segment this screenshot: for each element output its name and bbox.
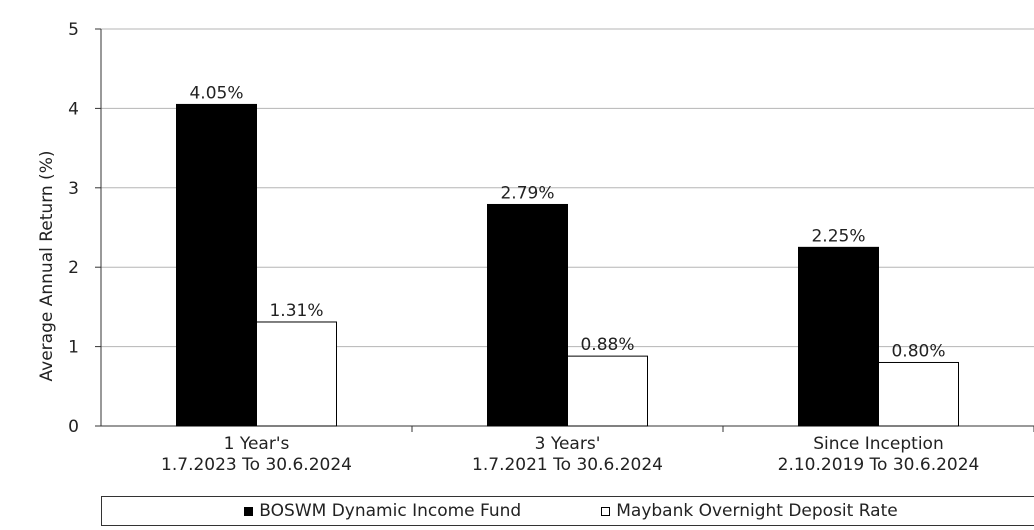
y-tick-label: 4 [68, 99, 79, 119]
x-tick-label: 1 Year's [224, 434, 290, 454]
bar [567, 355, 648, 427]
data-label: 0.80% [891, 341, 945, 361]
x-axis: 1 Year's1.7.2023 To 30.6.2024 3 Years'1.7… [161, 426, 1034, 475]
y-tick-label: 5 [68, 20, 79, 40]
legend-item-fund: BOSWM Dynamic Income Fund [244, 501, 521, 521]
y-axis-title: Average Annual Return (%) [37, 151, 57, 382]
legend-swatch-fund [244, 506, 254, 516]
bar [878, 361, 959, 427]
bar-chart: 0 1 2 3 4 5 Average Annual Return (%) 4.05% 1.… [37, 20, 1034, 475]
legend: BOSWM Dynamic Income Fund Maybank Overni… [101, 496, 1034, 526]
data-label: 4.05% [189, 83, 243, 103]
bar [176, 103, 257, 427]
data-label: 2.25% [811, 226, 865, 246]
x-tick-label: 3 Years' [535, 434, 601, 454]
y-axis: 0 1 2 3 4 5 [68, 20, 102, 437]
bar [256, 321, 337, 427]
data-label: 1.31% [269, 301, 323, 321]
x-tick-label: 1.7.2021 To 30.6.2024 [472, 455, 663, 475]
bar [798, 246, 879, 427]
data-label: 0.88% [580, 335, 634, 355]
x-tick-label: 2.10.2019 To 30.6.2024 [778, 455, 980, 475]
legend-label-fund: BOSWM Dynamic Income Fund [259, 501, 522, 521]
legend-label-benchmark: Maybank Overnight Deposit Rate [616, 501, 898, 521]
bars: 4.05% 1.31% 2.79% 0.88% 2.25% 0.80% [176, 83, 959, 427]
legend-swatch-benchmark [601, 506, 611, 516]
x-tick-label: 1.7.2023 To 30.6.2024 [161, 455, 352, 475]
x-tick-label: Since Inception [813, 434, 943, 454]
y-tick-label: 3 [68, 179, 79, 199]
y-tick-label: 2 [68, 258, 79, 278]
data-label: 2.79% [500, 183, 554, 203]
y-tick-label: 0 [68, 417, 79, 437]
bar [487, 203, 568, 427]
y-tick-label: 1 [68, 338, 79, 358]
legend-item-benchmark: Maybank Overnight Deposit Rate [601, 501, 898, 521]
